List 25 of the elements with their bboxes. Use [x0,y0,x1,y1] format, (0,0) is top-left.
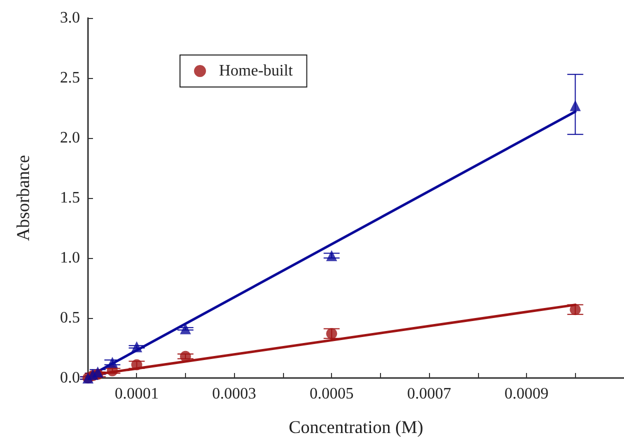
point [131,359,142,370]
point [180,323,191,334]
x-tick-label: 0.0009 [504,386,549,402]
point [106,356,118,368]
y-tick-label: 0.5 [60,310,80,326]
point [326,250,338,262]
point [570,100,581,112]
x-tick-label: 0.0007 [407,386,452,402]
point [92,366,104,378]
legend-label: Home-built [219,62,294,80]
point [326,328,338,340]
y-axis-title: Absorbance [13,155,33,241]
y-tick-label: 1.5 [60,190,80,206]
x-tick-label: 0.0005 [310,386,354,402]
x-axis-title: Concentration (M) [288,417,424,437]
y-tick-label: 2.0 [60,130,80,146]
y-tick-label: 1.0 [60,250,80,266]
y-tick-label: 3.0 [60,10,80,26]
x-tick-label: 0.0001 [114,386,159,402]
y-tick-label: 2.5 [60,70,80,86]
point [131,341,142,352]
y-tick-label: 0.0 [60,370,80,386]
point [180,350,191,362]
point [570,304,581,316]
x-tick-label: 0.0003 [212,386,256,402]
